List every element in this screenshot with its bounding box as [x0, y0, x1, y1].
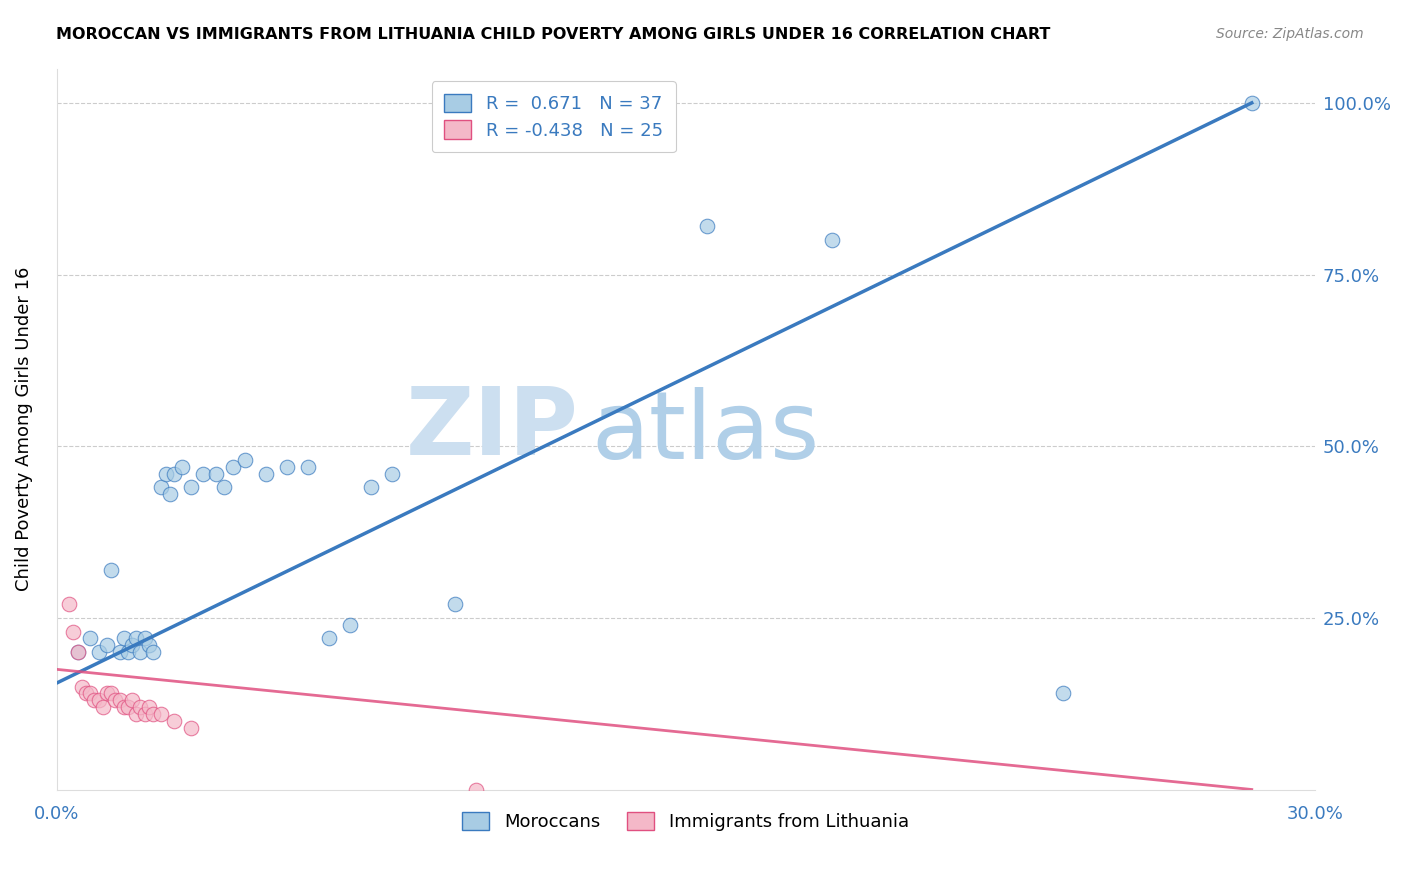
Point	[104, 693, 127, 707]
Point	[180, 480, 202, 494]
Point	[297, 459, 319, 474]
Point	[100, 563, 122, 577]
Point	[91, 700, 114, 714]
Legend: R =  0.671   N = 37, R = -0.438   N = 25: R = 0.671 N = 37, R = -0.438 N = 25	[432, 81, 675, 153]
Point	[79, 686, 101, 700]
Point	[108, 645, 131, 659]
Point	[193, 467, 215, 481]
Point	[112, 632, 135, 646]
Point	[150, 480, 173, 494]
Point	[163, 467, 186, 481]
Point	[83, 693, 105, 707]
Point	[125, 706, 148, 721]
Point	[117, 700, 139, 714]
Point	[276, 459, 298, 474]
Point	[134, 706, 156, 721]
Text: Source: ZipAtlas.com: Source: ZipAtlas.com	[1216, 27, 1364, 41]
Point	[150, 706, 173, 721]
Point	[121, 638, 143, 652]
Point	[1240, 95, 1263, 110]
Point	[821, 233, 844, 247]
Point	[66, 645, 89, 659]
Y-axis label: Child Poverty Among Girls Under 16: Child Poverty Among Girls Under 16	[15, 267, 32, 591]
Point	[138, 700, 160, 714]
Point	[172, 459, 194, 474]
Point	[159, 487, 181, 501]
Text: atlas: atlas	[592, 386, 820, 479]
Point	[222, 459, 245, 474]
Point	[318, 632, 340, 646]
Point	[112, 700, 135, 714]
Point	[205, 467, 228, 481]
Point	[134, 632, 156, 646]
Point	[96, 638, 118, 652]
Point	[117, 645, 139, 659]
Point	[180, 721, 202, 735]
Text: MOROCCAN VS IMMIGRANTS FROM LITHUANIA CHILD POVERTY AMONG GIRLS UNDER 16 CORRELA: MOROCCAN VS IMMIGRANTS FROM LITHUANIA CH…	[56, 27, 1050, 42]
Point	[75, 686, 97, 700]
Point	[121, 693, 143, 707]
Point	[108, 693, 131, 707]
Point	[129, 645, 152, 659]
Point	[142, 645, 165, 659]
Point	[163, 714, 186, 728]
Point	[62, 624, 84, 639]
Point	[70, 680, 93, 694]
Point	[444, 597, 467, 611]
Point	[1052, 686, 1074, 700]
Point	[58, 597, 80, 611]
Point	[155, 467, 177, 481]
Point	[79, 632, 101, 646]
Point	[96, 686, 118, 700]
Point	[138, 638, 160, 652]
Point	[87, 645, 110, 659]
Point	[142, 706, 165, 721]
Point	[100, 686, 122, 700]
Point	[696, 219, 718, 234]
Point	[381, 467, 404, 481]
Point	[214, 480, 236, 494]
Point	[87, 693, 110, 707]
Point	[254, 467, 277, 481]
Point	[465, 782, 488, 797]
Text: ZIP: ZIP	[406, 383, 579, 475]
Point	[125, 632, 148, 646]
Point	[129, 700, 152, 714]
Point	[233, 453, 256, 467]
Point	[360, 480, 382, 494]
Point	[339, 617, 361, 632]
Point	[66, 645, 89, 659]
